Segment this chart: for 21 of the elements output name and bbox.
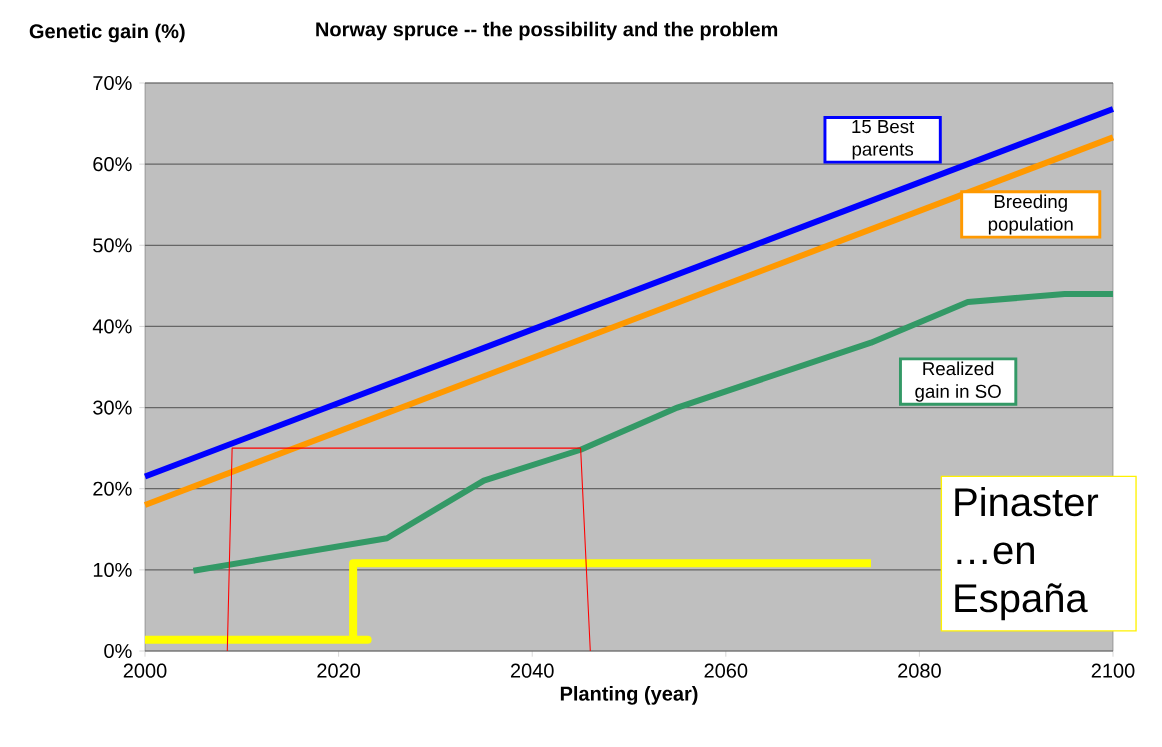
x-tick-label: 2000 [123, 663, 167, 678]
y-axis-title: Genetic gain (%) [29, 23, 185, 43]
x-tick-label: 2040 [510, 663, 554, 678]
series-label: Breeding population [988, 194, 1073, 235]
x-tick-label: 2060 [704, 663, 748, 678]
y-tick-label: 70% [93, 75, 132, 91]
series-label: 15 Best parents [852, 120, 915, 160]
series-label: Realized gain in SO [915, 361, 1001, 402]
y-tick-label: 10% [93, 562, 132, 577]
y-tick-label: 50% [93, 238, 132, 253]
y-tick-label: 60% [93, 157, 132, 172]
x-tick-label: 2080 [898, 663, 941, 678]
x-axis-title: Planting (year) [560, 686, 698, 705]
y-tick-label: 20% [93, 481, 132, 496]
y-tick-label: 40% [92, 319, 132, 334]
chart-title: Norway spruce -- the possibility and the problem [316, 21, 778, 41]
y-tick-label: 0% [104, 643, 132, 659]
x-tick-label: 2100 [1091, 663, 1135, 678]
annotation: Pinaster …en España [955, 486, 1099, 621]
x-tick-label: 2020 [317, 663, 361, 678]
y-tick-label: 30% [93, 400, 132, 415]
